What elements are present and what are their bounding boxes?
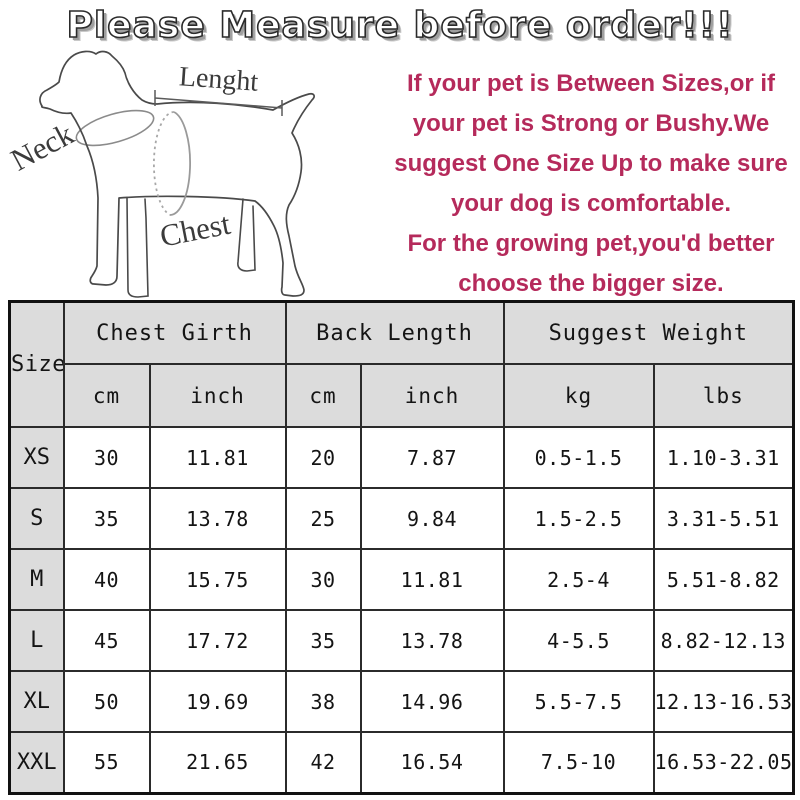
table-row: S 35 13.78 25 9.84 1.5-2.5 3.31-5.51 [8,487,795,550]
measurement-diagram: Lenght Neck Chest [5,48,390,303]
chest-ellipse-dotted [153,111,175,216]
far-front-leg-outline [126,197,149,298]
size-table: Size Chest Girth Back Length Suggest Wei… [8,300,796,795]
size-label-cell: M [8,548,65,611]
table-row: L 45 17.72 35 13.78 4-5.5 8.82-12.13 [8,609,795,672]
value-cell: 8.82-12.13 [652,609,795,672]
value-cell: 16.54 [359,731,505,794]
value-cell: 11.81 [148,426,287,489]
size-table-header: Size Chest Girth Back Length Suggest Wei… [8,300,795,428]
size-label-cell: L [8,609,65,672]
unit-header-back-inch: inch [359,363,505,428]
value-cell: 19.69 [148,670,287,733]
size-label-cell: XL [8,670,65,733]
value-cell: 1.10-3.31 [652,426,795,489]
size-table-body: XS 30 11.81 20 7.87 0.5-1.5 1.10-3.31 S 35 13.78 2… [8,426,795,794]
group-header-suggest-weight: Suggest Weight [502,300,795,365]
neck-ring-shape [75,109,155,147]
length-measure-line [154,90,283,116]
far-rear-leg-outline [237,198,256,272]
value-cell: 30 [62,426,151,489]
value-cell: 7.87 [359,426,505,489]
value-cell: 16.53-22.05 [652,731,795,794]
value-cell: 9.84 [359,487,505,550]
value-cell: 3.31-5.51 [652,487,795,550]
table-row: M 40 15.75 30 11.81 2.5-4 5.51-8.82 [8,548,795,611]
value-cell: 13.78 [359,609,505,672]
value-cell: 11.81 [359,548,505,611]
value-cell: 4-5.5 [502,609,655,672]
label-neck: Neck [5,116,80,178]
label-chest: Chest [157,206,233,254]
table-row: XL 50 19.69 38 14.96 5.5-7.5 12.13-16.53 [8,670,795,733]
value-cell: 42 [284,731,362,794]
unit-header-weight-kg: kg [502,363,655,428]
value-cell: 7.5-10 [502,731,655,794]
value-cell: 0.5-1.5 [502,426,655,489]
unit-header-chest-inch: inch [148,363,287,428]
value-cell: 12.13-16.53 [652,670,795,733]
size-label-cell: XXL [8,731,65,794]
value-cell: 35 [284,609,362,672]
value-cell: 38 [284,670,362,733]
value-cell: 50 [62,670,151,733]
unit-header-weight-lbs: lbs [652,363,795,428]
group-header-back-length: Back Length [284,300,505,365]
table-row: XS 30 11.81 20 7.87 0.5-1.5 1.10-3.31 [8,426,795,489]
size-label-cell: S [8,487,65,550]
advice-text: If your pet is Between Sizes,or if your … [394,70,788,297]
value-cell: 5.5-7.5 [502,670,655,733]
value-cell: 55 [62,731,151,794]
table-row: XXL 55 21.65 42 16.54 7.5-10 16.53-22.05 [8,731,795,794]
value-cell: 30 [284,548,362,611]
value-cell: 21.65 [148,731,287,794]
corner-header-size: Size [8,300,65,428]
value-cell: 40 [62,548,151,611]
label-length: Lenght [178,61,259,97]
chest-ellipse-solid [169,111,191,216]
size-label-cell: XS [8,426,65,489]
value-cell: 25 [284,487,362,550]
value-cell: 5.51-8.82 [652,548,795,611]
value-cell: 2.5-4 [502,548,655,611]
group-header-chest-girth: Chest Girth [62,300,287,365]
value-cell: 14.96 [359,670,505,733]
unit-header-back-cm: cm [284,363,362,428]
value-cell: 13.78 [148,487,287,550]
unit-header-chest-cm: cm [62,363,151,428]
value-cell: 17.72 [148,609,287,672]
value-cell: 35 [62,487,151,550]
value-cell: 15.75 [148,548,287,611]
dog-diagram-svg: Lenght Neck Chest [5,50,315,298]
value-cell: 1.5-2.5 [502,487,655,550]
dog-outline [39,50,315,297]
value-cell: 20 [284,426,362,489]
value-cell: 45 [62,609,151,672]
page-title: Please Measure before order!!! [66,4,734,47]
